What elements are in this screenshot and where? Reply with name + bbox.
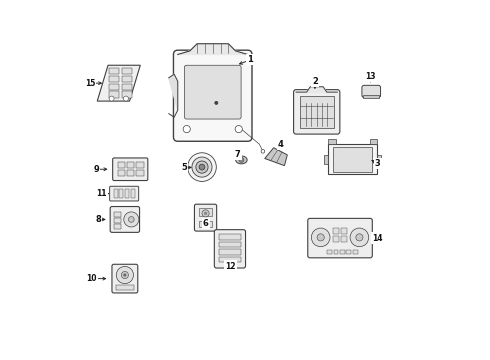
Circle shape [235,126,243,133]
Text: 11: 11 [97,189,107,198]
FancyBboxPatch shape [294,90,340,134]
FancyBboxPatch shape [122,91,132,98]
FancyBboxPatch shape [127,162,134,168]
Circle shape [123,96,128,101]
Text: 6: 6 [203,219,208,228]
FancyBboxPatch shape [109,76,119,82]
Circle shape [356,234,363,241]
Text: 7: 7 [235,150,241,159]
FancyBboxPatch shape [122,76,132,82]
FancyBboxPatch shape [127,170,134,176]
FancyBboxPatch shape [116,285,134,290]
FancyBboxPatch shape [333,236,339,242]
Polygon shape [169,74,178,110]
Circle shape [124,274,126,276]
FancyBboxPatch shape [353,250,358,253]
FancyBboxPatch shape [136,170,144,176]
FancyBboxPatch shape [114,189,118,198]
Circle shape [192,157,212,177]
FancyBboxPatch shape [341,228,347,234]
FancyBboxPatch shape [333,228,339,234]
Polygon shape [265,148,287,166]
FancyBboxPatch shape [112,264,138,293]
Text: 9: 9 [93,165,99,174]
Text: 1: 1 [247,55,253,64]
FancyBboxPatch shape [136,162,144,168]
Circle shape [204,212,207,215]
FancyBboxPatch shape [327,250,332,253]
FancyBboxPatch shape [110,207,140,232]
Circle shape [317,234,324,241]
Ellipse shape [236,156,247,164]
Circle shape [183,126,190,133]
FancyBboxPatch shape [341,236,347,242]
Text: 14: 14 [372,234,383,243]
Text: 10: 10 [86,274,97,283]
Text: 13: 13 [365,72,376,81]
Circle shape [202,210,209,217]
Text: 8: 8 [95,215,101,224]
FancyBboxPatch shape [333,147,372,172]
FancyBboxPatch shape [114,225,121,229]
Circle shape [199,164,205,170]
FancyBboxPatch shape [109,68,119,74]
FancyBboxPatch shape [220,257,241,262]
FancyBboxPatch shape [109,91,119,98]
FancyBboxPatch shape [113,158,148,180]
Text: 2: 2 [312,77,318,86]
Polygon shape [178,44,247,54]
Bar [324,155,328,163]
FancyBboxPatch shape [195,204,217,231]
FancyBboxPatch shape [346,250,351,253]
Circle shape [124,212,139,227]
Circle shape [128,217,134,222]
Bar [328,139,336,144]
Circle shape [350,228,368,247]
Circle shape [239,157,244,162]
FancyBboxPatch shape [131,189,135,198]
Bar [377,155,381,163]
FancyBboxPatch shape [199,208,212,216]
FancyBboxPatch shape [122,84,132,90]
Text: 4: 4 [278,140,284,149]
Circle shape [311,228,330,247]
FancyBboxPatch shape [364,95,379,98]
FancyBboxPatch shape [220,249,241,255]
Circle shape [116,266,133,284]
Polygon shape [97,65,140,101]
FancyBboxPatch shape [109,84,119,90]
Bar [369,139,377,144]
FancyBboxPatch shape [362,85,381,98]
Text: 15: 15 [85,79,95,88]
FancyBboxPatch shape [125,189,129,198]
FancyBboxPatch shape [220,234,241,240]
FancyBboxPatch shape [118,170,125,176]
FancyBboxPatch shape [300,96,334,128]
FancyBboxPatch shape [214,230,245,268]
Circle shape [261,149,265,153]
Circle shape [122,271,128,279]
Circle shape [215,102,218,104]
FancyBboxPatch shape [340,250,344,253]
Text: 5: 5 [181,163,187,172]
Circle shape [109,96,114,101]
FancyBboxPatch shape [114,212,121,217]
FancyBboxPatch shape [184,65,241,119]
FancyBboxPatch shape [334,250,338,253]
Circle shape [196,161,208,173]
Text: 12: 12 [225,262,236,271]
FancyBboxPatch shape [119,189,123,198]
Polygon shape [296,87,337,92]
FancyBboxPatch shape [110,186,139,201]
Text: 3: 3 [375,159,381,168]
FancyBboxPatch shape [114,219,121,223]
FancyBboxPatch shape [122,68,132,74]
FancyBboxPatch shape [308,219,372,258]
Circle shape [188,153,216,181]
FancyBboxPatch shape [220,242,241,247]
FancyBboxPatch shape [173,50,252,141]
FancyBboxPatch shape [199,221,212,227]
FancyBboxPatch shape [118,162,125,168]
FancyBboxPatch shape [328,144,377,175]
